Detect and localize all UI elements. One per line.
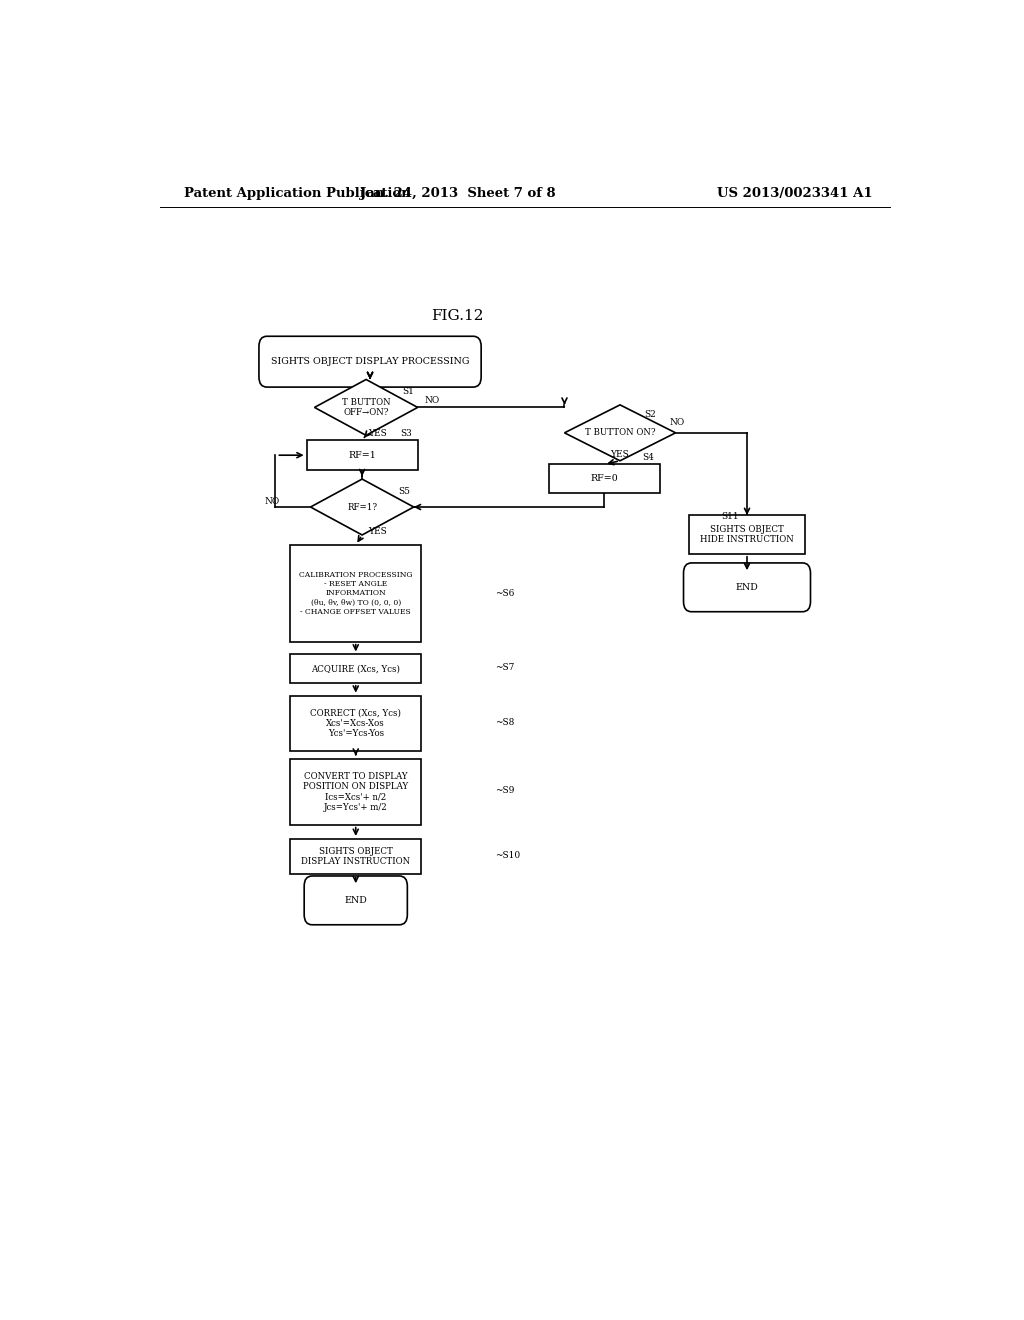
- Text: Jan. 24, 2013  Sheet 7 of 8: Jan. 24, 2013 Sheet 7 of 8: [359, 187, 555, 201]
- Text: T BUTTON
OFF→ON?: T BUTTON OFF→ON?: [342, 397, 390, 417]
- Text: SIGHTS OBJECT DISPLAY PROCESSING: SIGHTS OBJECT DISPLAY PROCESSING: [270, 358, 469, 366]
- Text: YES: YES: [368, 527, 386, 536]
- Text: RF=1: RF=1: [348, 450, 376, 459]
- Text: END: END: [735, 583, 759, 591]
- Text: S2: S2: [644, 411, 655, 418]
- Polygon shape: [310, 479, 414, 535]
- Text: ~S9: ~S9: [496, 787, 515, 795]
- FancyBboxPatch shape: [304, 876, 408, 925]
- Text: S5: S5: [397, 487, 410, 496]
- Text: YES: YES: [610, 450, 630, 458]
- Text: ACQUIRE (Xcs, Ycs): ACQUIRE (Xcs, Ycs): [311, 664, 400, 673]
- Polygon shape: [564, 405, 676, 461]
- Polygon shape: [314, 379, 418, 436]
- Text: SIGHTS OBJECT
DISPLAY INSTRUCTION: SIGHTS OBJECT DISPLAY INSTRUCTION: [301, 847, 411, 866]
- FancyBboxPatch shape: [259, 337, 481, 387]
- Text: NO: NO: [670, 418, 684, 428]
- Text: END: END: [344, 896, 368, 906]
- Text: CALIBRATION PROCESSING
- RESET ANGLE
INFORMATION
(θu, θv, θw) TO (0, 0, 0)
- CHA: CALIBRATION PROCESSING - RESET ANGLE INF…: [299, 572, 413, 616]
- Bar: [306, 440, 418, 470]
- Text: US 2013/0023341 A1: US 2013/0023341 A1: [717, 187, 872, 201]
- Text: S3: S3: [400, 429, 412, 438]
- Text: S4: S4: [642, 453, 654, 462]
- Text: ~S10: ~S10: [496, 851, 520, 861]
- Text: FIG.12: FIG.12: [431, 309, 483, 323]
- Text: ~S8: ~S8: [496, 718, 515, 727]
- Text: RF=1?: RF=1?: [347, 503, 377, 512]
- Text: YES: YES: [369, 429, 387, 438]
- Text: SIGHTS OBJECT
HIDE INSTRUCTION: SIGHTS OBJECT HIDE INSTRUCTION: [700, 525, 794, 544]
- Bar: [290, 655, 421, 682]
- Text: RF=0: RF=0: [590, 474, 618, 483]
- Text: ~S7: ~S7: [496, 663, 515, 672]
- Text: S1: S1: [401, 387, 414, 396]
- Text: NO: NO: [424, 396, 439, 405]
- Bar: [290, 759, 421, 825]
- Text: NO: NO: [264, 498, 280, 507]
- Text: CONVERT TO DISPLAY
POSITION ON DISPLAY
Ics=Xcs'+ n/2
Jcs=Ycs'+ m/2: CONVERT TO DISPLAY POSITION ON DISPLAY I…: [303, 771, 409, 812]
- Bar: [549, 465, 659, 492]
- Text: T BUTTON ON?: T BUTTON ON?: [585, 428, 655, 437]
- Text: CORRECT (Xcs, Ycs)
Xcs'=Xcs-Xos
Ycs'=Ycs-Yos: CORRECT (Xcs, Ycs) Xcs'=Xcs-Xos Ycs'=Ycs…: [310, 709, 401, 738]
- Bar: [689, 515, 805, 554]
- Text: Patent Application Publication: Patent Application Publication: [183, 187, 411, 201]
- Text: ~S6: ~S6: [496, 589, 515, 598]
- Bar: [290, 840, 421, 874]
- Text: S11: S11: [722, 512, 739, 520]
- FancyBboxPatch shape: [684, 562, 811, 611]
- Bar: [290, 545, 421, 642]
- Bar: [290, 696, 421, 751]
